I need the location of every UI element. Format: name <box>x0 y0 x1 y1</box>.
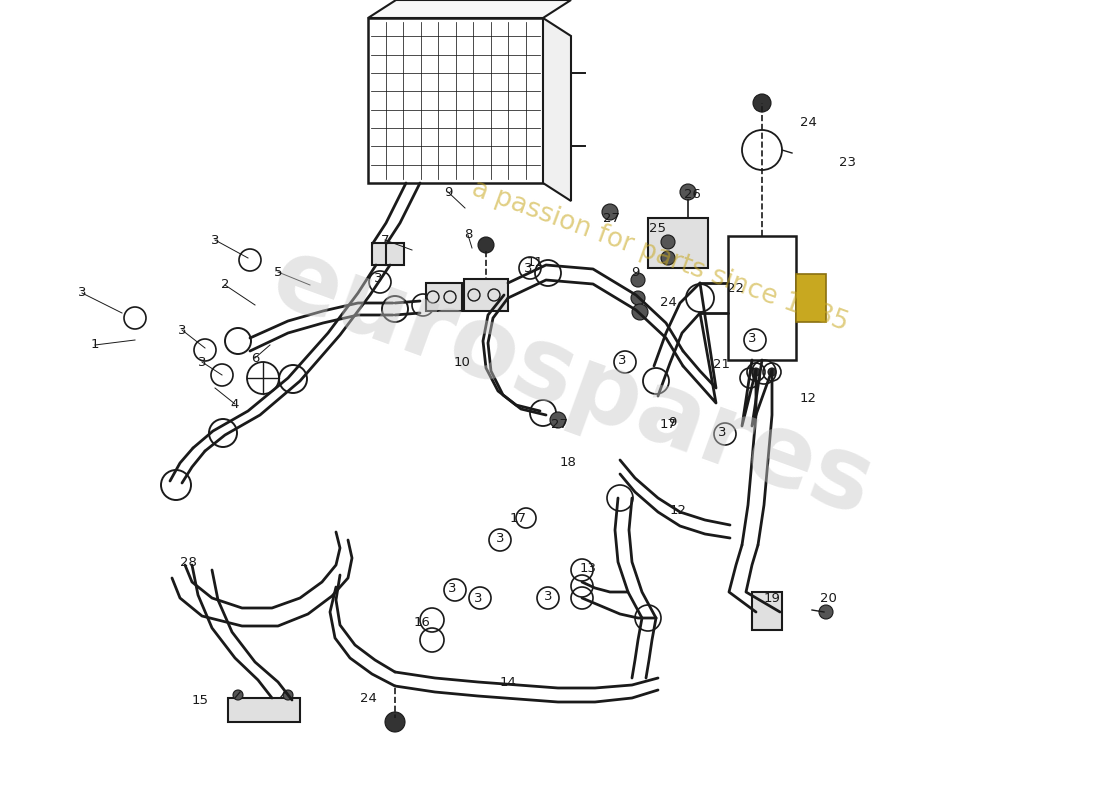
Text: 3: 3 <box>543 590 552 603</box>
Text: 15: 15 <box>191 694 209 706</box>
Text: 3: 3 <box>211 234 219 246</box>
Text: 8: 8 <box>464 229 472 242</box>
Text: 12: 12 <box>670 503 686 517</box>
Text: 9: 9 <box>630 266 639 278</box>
Text: 16: 16 <box>414 615 430 629</box>
Text: 18: 18 <box>560 455 576 469</box>
Text: 9: 9 <box>668 415 676 429</box>
Circle shape <box>661 251 675 265</box>
Text: 4: 4 <box>231 398 239 410</box>
Bar <box>648 218 708 268</box>
Text: 3: 3 <box>78 286 86 299</box>
Circle shape <box>602 204 618 220</box>
Text: 26: 26 <box>683 189 701 202</box>
Text: 28: 28 <box>179 555 197 569</box>
Polygon shape <box>543 18 571 201</box>
Circle shape <box>233 690 243 700</box>
Bar <box>372 243 390 265</box>
Circle shape <box>631 273 645 287</box>
Text: 1: 1 <box>90 338 99 351</box>
Text: 17: 17 <box>660 418 676 431</box>
Text: 6: 6 <box>251 351 260 365</box>
Text: 3: 3 <box>748 331 757 345</box>
Text: 3: 3 <box>474 591 482 605</box>
Text: 3: 3 <box>178 323 186 337</box>
Text: 17: 17 <box>509 511 527 525</box>
Text: 2: 2 <box>221 278 229 291</box>
Text: 23: 23 <box>839 155 857 169</box>
Text: 11: 11 <box>527 255 543 269</box>
Bar <box>228 698 300 722</box>
Text: 27: 27 <box>604 211 620 225</box>
Circle shape <box>283 690 293 700</box>
Text: 13: 13 <box>580 562 596 574</box>
Text: 21: 21 <box>714 358 730 371</box>
Text: 24: 24 <box>800 115 816 129</box>
Circle shape <box>752 368 760 376</box>
Circle shape <box>768 368 776 376</box>
Circle shape <box>632 304 648 320</box>
Text: 22: 22 <box>726 282 744 294</box>
Text: 25: 25 <box>649 222 667 234</box>
Text: 3: 3 <box>717 426 726 438</box>
Polygon shape <box>368 0 571 18</box>
Text: 3: 3 <box>496 533 504 546</box>
Circle shape <box>661 235 675 249</box>
Text: 12: 12 <box>800 391 816 405</box>
Circle shape <box>385 712 405 732</box>
Text: 19: 19 <box>763 591 780 605</box>
Circle shape <box>478 237 494 253</box>
Text: 20: 20 <box>820 591 836 605</box>
Circle shape <box>550 412 566 428</box>
Text: 24: 24 <box>360 691 376 705</box>
Circle shape <box>820 605 833 619</box>
Text: 10: 10 <box>453 355 471 369</box>
Text: 3: 3 <box>524 262 532 274</box>
Text: 9: 9 <box>443 186 452 198</box>
Bar <box>386 243 404 265</box>
Bar <box>796 274 826 322</box>
Text: eurospares: eurospares <box>258 230 886 538</box>
Text: 5: 5 <box>274 266 283 278</box>
Text: 14: 14 <box>499 675 516 689</box>
Text: 27: 27 <box>551 418 569 431</box>
Bar <box>728 236 796 360</box>
Circle shape <box>631 291 645 305</box>
Text: 3: 3 <box>448 582 456 594</box>
Text: a passion for parts since 1985: a passion for parts since 1985 <box>469 175 851 337</box>
Text: 3: 3 <box>198 355 207 369</box>
Bar <box>752 592 782 630</box>
Bar <box>368 18 543 183</box>
Bar <box>464 279 508 311</box>
Text: 7: 7 <box>381 234 389 246</box>
Circle shape <box>754 94 771 112</box>
Text: 24: 24 <box>660 295 676 309</box>
Text: 3: 3 <box>618 354 626 366</box>
Bar <box>426 283 462 311</box>
Text: 3: 3 <box>374 273 383 286</box>
Circle shape <box>680 184 696 200</box>
